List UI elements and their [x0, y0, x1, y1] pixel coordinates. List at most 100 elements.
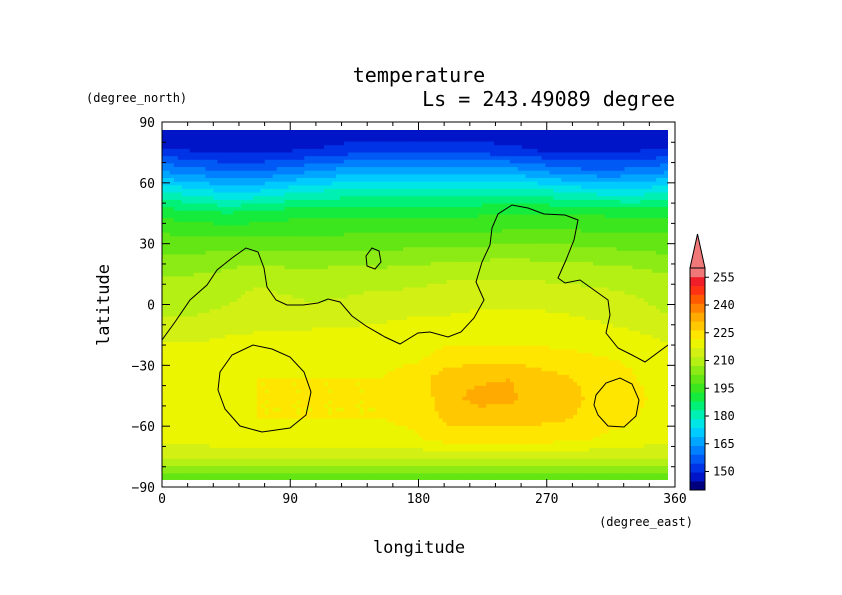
- heatmap-cell: [612, 366, 618, 372]
- heatmap-cell: [391, 450, 396, 456]
- heatmap-cell: [363, 356, 369, 361]
- heatmap-cell: [205, 410, 211, 415]
- heatmap-cell: [387, 418, 392, 423]
- heatmap-cell: [233, 359, 238, 364]
- heatmap-cell: [185, 447, 191, 452]
- heatmap-cell: [407, 476, 412, 480]
- heatmap-cell: [545, 469, 550, 474]
- heatmap-cell: [509, 352, 515, 357]
- heatmap-cell: [264, 370, 270, 375]
- heatmap-cell: [320, 381, 325, 386]
- heatmap-cell: [201, 359, 207, 364]
- heatmap-cell: [375, 443, 381, 448]
- heatmap-cell: [482, 439, 487, 445]
- heatmap-cell: [359, 443, 365, 448]
- heatmap-cell: [462, 428, 467, 434]
- heatmap-cell: [304, 454, 309, 459]
- heatmap-cell: [584, 432, 590, 437]
- heatmap-cell: [521, 410, 527, 415]
- heatmap-cell: [541, 381, 547, 386]
- heatmap-cell: [276, 418, 282, 423]
- heatmap-cell: [324, 374, 329, 379]
- heatmap-cell: [395, 399, 400, 405]
- heatmap-cell: [553, 352, 558, 357]
- heatmap-cell: [335, 352, 341, 357]
- heatmap-cell: [399, 388, 404, 394]
- heatmap-cell: [217, 396, 222, 401]
- heatmap-cell: [569, 377, 574, 383]
- heatmap-cell: [347, 461, 353, 467]
- heatmap-cell: [351, 432, 357, 437]
- heatmap-cell: [292, 356, 297, 361]
- heatmap-cell: [284, 439, 290, 445]
- heatmap-cell: [395, 458, 400, 463]
- heatmap-cell: [347, 345, 353, 350]
- heatmap-cell: [426, 418, 432, 423]
- heatmap-cell: [624, 443, 630, 448]
- heatmap-cell: [517, 396, 523, 401]
- heatmap-cell: [470, 439, 475, 445]
- heatmap-cell: [403, 407, 408, 412]
- heatmap-cell: [588, 428, 594, 434]
- heatmap-cell: [411, 392, 416, 397]
- heatmap-cell: [181, 465, 187, 470]
- heatmap-cell: [201, 396, 207, 401]
- heatmap-cell: [656, 388, 661, 394]
- heatmap-cell: [411, 396, 416, 401]
- heatmap-cell: [636, 414, 641, 419]
- heatmap-cell: [221, 392, 226, 397]
- heatmap-cell: [660, 472, 665, 477]
- heatmap-cell: [525, 439, 531, 445]
- heatmap-cell: [233, 396, 238, 401]
- heatmap-cell: [331, 359, 337, 364]
- heatmap-cell: [616, 385, 622, 390]
- heatmap-cell: [173, 352, 179, 357]
- heatmap-cell: [442, 472, 448, 477]
- heatmap-cell: [217, 366, 222, 372]
- heatmap-cell: [395, 348, 400, 353]
- heatmap-cell: [478, 472, 483, 477]
- heatmap-cell: [339, 454, 345, 459]
- heatmap-cell: [470, 450, 475, 456]
- heatmap-cell: [652, 454, 657, 459]
- heatmap-cell: [426, 363, 432, 368]
- heatmap-cell: [367, 421, 373, 426]
- heatmap-cell: [221, 381, 226, 386]
- heatmap-cell: [288, 450, 294, 456]
- heatmap-cell: [450, 418, 456, 423]
- heatmap-cell: [367, 341, 373, 346]
- heatmap-cell: [233, 388, 238, 394]
- heatmap-cell: [486, 356, 491, 361]
- heatmap-cell: [549, 421, 554, 426]
- heatmap-cell: [596, 432, 602, 437]
- heatmap-cell: [415, 461, 420, 467]
- heatmap-cell: [458, 458, 464, 463]
- heatmap-cell: [561, 454, 566, 459]
- heatmap-cell: [462, 345, 467, 350]
- heatmap-cell: [395, 469, 400, 474]
- heatmap-cell: [395, 396, 400, 401]
- heatmap-cell: [644, 341, 649, 346]
- heatmap-cell: [296, 447, 301, 452]
- heatmap-cell: [434, 407, 440, 412]
- heatmap-cell: [470, 396, 475, 401]
- heatmap-cell: [573, 341, 578, 346]
- heatmap-cell: [600, 352, 606, 357]
- heatmap-cell: [237, 432, 242, 437]
- heatmap-cell: [213, 356, 218, 361]
- heatmap-cell: [324, 337, 329, 343]
- heatmap-cell: [438, 337, 444, 343]
- heatmap-cell: [628, 385, 634, 390]
- heatmap-cell: [533, 407, 539, 412]
- heatmap-cell: [604, 396, 610, 401]
- heatmap-cell: [415, 476, 420, 480]
- heatmap-cell: [308, 469, 313, 474]
- heatmap-cell: [415, 443, 420, 448]
- heatmap-cell: [252, 396, 258, 401]
- heatmap-cell: [181, 359, 187, 364]
- heatmap-cell: [624, 407, 630, 412]
- heatmap-cell: [324, 472, 329, 477]
- heatmap-cell: [288, 337, 294, 343]
- heatmap-cell: [225, 348, 230, 353]
- heatmap-cell: [276, 465, 282, 470]
